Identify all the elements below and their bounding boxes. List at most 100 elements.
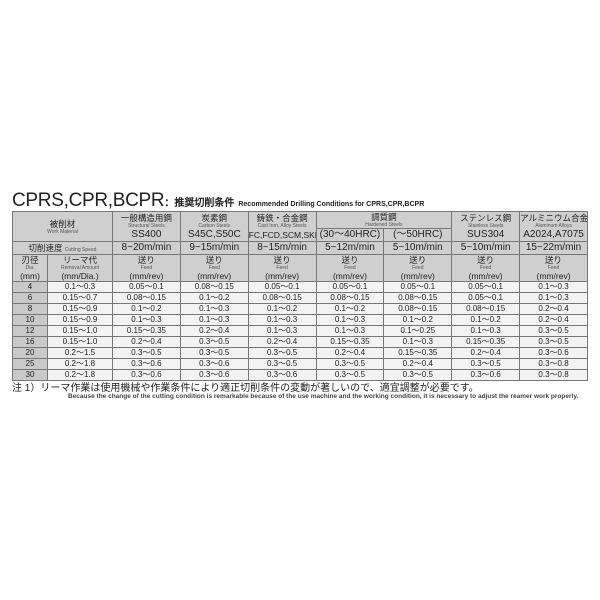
value-cell: 0.1～0.2 [112,303,181,315]
dia-cell: 30 [12,369,48,381]
value-cell: 0.3～0.6 [112,369,181,381]
cutting-speed-row: 切削速度 Cutting Speed 8~20m/min 9~15m/min 8… [12,241,588,255]
value-cell: 0.1～0.3 [179,303,249,315]
value-cell: 0.2～0.4 [247,336,317,348]
value-cell: 0.08～0.15 [383,292,453,304]
table-row: 16 0.15～1.0 0.2～0.4 0.3～0.5 0.2～0.4 0.15～0.35… [12,336,588,348]
feed-header: 送り Feed (mm/rev) [179,254,249,282]
dia-cell: 20 [12,347,48,359]
value-cell: 0.15～0.9 [47,303,113,315]
value-cell: 0.3～0.6 [519,347,588,359]
table-row: 25 0.2～1.8 0.3～0.6 0.3～0.6 0.3～0.5 0.3～0.5 0.2… [12,358,588,370]
dia-cell: 25 [12,358,48,370]
value-cell: 0.15～0.9 [47,314,113,326]
value-cell: 0.3～0.6 [451,369,521,381]
value-cell: 0.1～0.3 [179,314,249,326]
value-cell: 0.1～0.3 [519,281,588,293]
drilling-conditions-table: 被削材 Work Material 一般構造用鋼 Structural Steels… [12,211,588,381]
value-cell: 0.1～0.3 [47,281,113,293]
value-cell: 0.3～0.6 [112,358,181,370]
value-cell: 0.05～0.1 [112,281,181,293]
value-cell: 0.1～0.2 [247,303,317,315]
work-material-header: 被削材 Work Material [12,211,113,242]
value-cell: 0.15～0.7 [47,292,113,304]
value-cell: 0.3～0.5 [179,347,249,359]
value-cell: 0.3～0.8 [519,369,588,381]
value-cell: 0.3～0.5 [315,358,385,370]
value-cell: 0.3～0.5 [519,325,588,337]
value-cell: 0.3～0.5 [247,347,317,359]
value-cell: 0.08～0.15 [247,292,317,304]
note-jp: 注 1）リーマ作業は使用機械や作業条件により適正切削条件の変動が著しいので、適宜… [12,383,479,394]
value-cell: 0.3～0.5 [112,347,181,359]
value-cell: 0.2～0.4 [179,325,249,337]
value-cell: 0.15～0.35 [383,347,453,359]
value-cell: 0.1～0.3 [451,325,521,337]
value-cell: 0.3～0.6 [179,369,249,381]
value-cell: 0.05～0.1 [383,281,453,293]
value-cell: 0.1～0.3 [247,325,317,337]
value-cell: 0.1～0.3 [112,314,181,326]
value-cell: 0.1～0.2 [179,292,249,304]
value-cell: 0.08～0.15 [179,281,249,293]
value-cell: 0.15～0.35 [112,325,181,337]
table-row: 6 0.15～0.7 0.08～0.15 0.1～0.2 0.08～0.15 0.08～0… [12,292,588,304]
table-row: 8 0.15～0.9 0.1～0.2 0.1～0.3 0.1～0.2 0.1～0.2 0.0… [12,303,588,315]
feed-header: 送り Feed (mm/rev) [315,254,385,282]
dia-cell: 10 [12,314,48,326]
dia-cell: 6 [12,292,48,304]
value-cell: 0.1～0.2 [315,303,385,315]
value-cell: 0.3～0.5 [451,358,521,370]
value-cell: 0.15～1.0 [47,325,113,337]
value-cell: 0.1～0.25 [383,325,453,337]
value-cell: 0.1～0.3 [519,292,588,304]
value-cell: 0.08～0.15 [451,303,521,315]
table-row: 30 0.2～1.8 0.3～0.6 0.3～0.6 0.3～0.6 0.3～0.5 0.3… [12,369,588,381]
value-cell: 0.3～0.5 [247,358,317,370]
value-cell: 0.08～0.15 [315,292,385,304]
value-cell: 0.2～1.5 [47,347,113,359]
feed-header: 送り Feed (mm/rev) [247,254,317,282]
value-cell: 0.3～0.6 [179,358,249,370]
value-cell: 0.1～0.3 [247,314,317,326]
value-cell: 0.3～0.5 [519,336,588,348]
page-title: CPRS,CPR,BCPR：推奨切削条件 Recommended Drilling… [12,190,425,211]
table-row: 4 0.1～0.3 0.05～0.1 0.08～0.15 0.05～0.1 0.05～0.… [12,281,588,293]
value-cell: 0.05～0.1 [247,281,317,293]
value-cell: 0.2～0.4 [519,314,588,326]
feed-header: 送り Feed (mm/rev) [112,254,181,282]
value-cell: 0.3～0.8 [519,358,588,370]
value-cell: 0.1～0.2 [383,314,453,326]
value-cell: 0.05～0.1 [451,292,521,304]
value-cell: 0.15～0.35 [451,336,521,348]
value-cell: 0.2～0.4 [383,358,453,370]
value-cell: 0.2～0.4 [112,336,181,348]
feed-header: 送り Feed (mm/rev) [519,254,588,282]
feed-header-row: 刃径 Dia. (mm) リーマ代 Removal Amount (mm/Dia.) 送… [12,254,588,282]
value-cell: 0.15～0.35 [315,336,385,348]
value-cell: 0.2～0.4 [519,303,588,315]
dia-cell: 16 [12,336,48,348]
value-cell: 0.3～0.5 [179,336,249,348]
table-row: 12 0.15～1.0 0.15～0.35 0.2～0.4 0.1～0.3 0.1～0.3… [12,325,588,337]
value-cell: 0.05～0.1 [315,281,385,293]
value-cell: 0.3～0.6 [247,369,317,381]
dia-cell: 4 [12,281,48,293]
value-cell: 0.2～1.8 [47,369,113,381]
note-en: Because the change of the cutting condit… [68,393,579,400]
dia-cell: 8 [12,303,48,315]
table-row: 20 0.2～1.5 0.3～0.5 0.3～0.5 0.3～0.5 0.2～0.4 0.1… [12,347,588,359]
value-cell: 0.08～0.15 [383,303,453,315]
value-cell: 0.15～1.0 [47,336,113,348]
value-cell: 0.08～0.15 [112,292,181,304]
value-cell: 0.3～0.5 [383,369,453,381]
table-row: 10 0.15～0.9 0.1～0.3 0.1～0.3 0.1～0.3 0.1～0.3 0.… [12,314,588,326]
feed-header: 送り Feed (mm/rev) [383,254,453,282]
value-cell: 0.2～1.8 [47,358,113,370]
feed-header: 送り Feed (mm/rev) [451,254,521,282]
dia-cell: 12 [12,325,48,337]
value-cell: 0.1～0.3 [315,325,385,337]
value-cell: 0.2～0.4 [451,347,521,359]
value-cell: 0.1～0.3 [315,314,385,326]
value-cell: 0.3～0.5 [315,369,385,381]
